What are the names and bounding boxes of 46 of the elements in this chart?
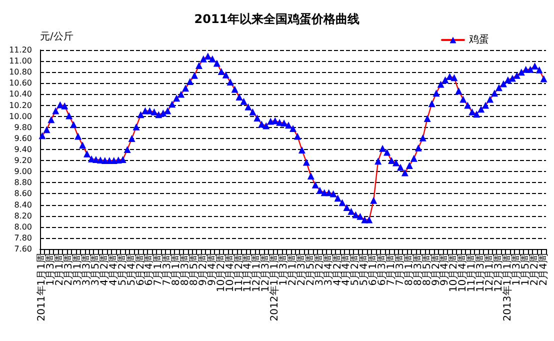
x-tick-label: 2月1周 [288, 253, 298, 286]
y-tick-label: 8.80 [14, 178, 32, 188]
y-tick-label: 9.40 [14, 145, 32, 154]
x-tick-label: 8月5周 [188, 253, 200, 286]
x-tick-label: 1月5周 [520, 253, 532, 286]
x-tick-label: 3月2周 [314, 253, 326, 286]
x-tick-label: 2月3周 [296, 253, 308, 286]
x-tick-label: 2月4周 [538, 253, 550, 286]
y-tick-label: 9.20 [14, 156, 32, 166]
y-tick-label: 8.40 [14, 200, 32, 210]
x-tick-label: 4月4周 [108, 253, 120, 286]
y-axis-title: 元/公斤 [40, 30, 74, 42]
x-tick-label: 9月4周 [206, 253, 218, 286]
y-tick-label: 8.60 [14, 189, 32, 198]
x-tick-label: 1月3周 [511, 253, 522, 286]
y-tick-label: 7.80 [14, 233, 32, 242]
y-tick-label: 10.80 [9, 68, 32, 77]
x-tick-label: 3月4周 [323, 253, 334, 286]
x-tick-label: 2013年1月1周 [501, 253, 514, 322]
x-tick-label: 7月3周 [394, 253, 406, 286]
x-tick-label: 9月2周 [198, 253, 209, 286]
x-tick-label: 3月5周 [90, 253, 102, 286]
x-tick-label: 2月5周 [305, 253, 316, 286]
x-tick-label: 2月2周 [529, 253, 540, 286]
y-tick-label: 8.00 [14, 222, 32, 232]
y-tick-label: 9.00 [14, 167, 32, 176]
y-tick-label: 7.60 [14, 244, 32, 254]
x-tick-label: 10月2周 [216, 253, 227, 292]
y-tick-label: 9.80 [14, 122, 32, 132]
y-tick-label: 9.60 [14, 134, 32, 143]
y-tick-label: 10.00 [9, 112, 32, 121]
y-tick-label: 8.20 [14, 211, 32, 220]
chart-title: 2011年以来全国鸡蛋价格曲线 [194, 12, 360, 26]
x-tick-label: 8月3周 [412, 253, 424, 286]
y-tick-label: 10.40 [9, 90, 32, 99]
x-tick-label: 10月4周 [224, 253, 236, 292]
x-tick-label: 8月1周 [404, 253, 415, 286]
x-tick-label: 5月4周 [126, 253, 138, 286]
legend-label: 鸡蛋 [468, 34, 489, 46]
x-tick-label: 4月2周 [99, 253, 110, 286]
x-tick-label: 5月2周 [117, 253, 128, 286]
y-tick-label: 11.20 [9, 46, 32, 54]
y-tick-label: 10.20 [9, 100, 32, 110]
y-tick-label: 10.60 [9, 78, 32, 88]
x-tick-label: 8月5周 [422, 253, 433, 286]
y-tick-label: 11.00 [9, 56, 32, 66]
